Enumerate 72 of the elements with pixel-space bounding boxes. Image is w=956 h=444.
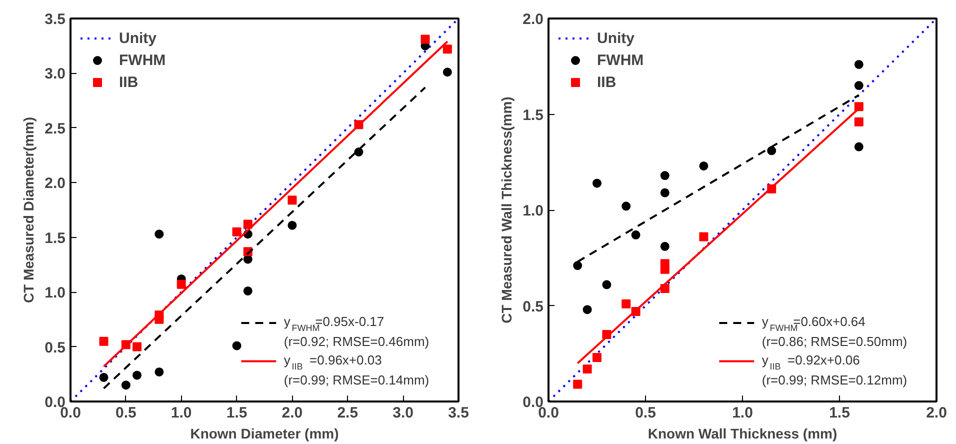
legend-label: Unity (119, 30, 156, 46)
legend-label: IIB (119, 74, 139, 90)
point (154, 230, 164, 239)
point (592, 352, 602, 362)
y-tick-label: 1.0 (44, 284, 66, 302)
point (767, 146, 776, 156)
x-axis-title: Known Diameter (mm) (190, 426, 339, 442)
point (176, 280, 186, 289)
y-tick-label: 0.5 (44, 339, 66, 356)
x-tick-label: 0.5 (635, 404, 656, 422)
point (699, 161, 708, 170)
point (622, 299, 631, 308)
point (442, 68, 452, 77)
x-tick-label: 3.0 (392, 404, 414, 422)
y-axis-title: CT Measured Diameter(mm) (20, 117, 37, 303)
point (854, 81, 864, 90)
point (854, 102, 864, 112)
y-tick-label: 1.5 (522, 106, 544, 124)
point (573, 261, 582, 270)
y-tick-label: 0.5 (522, 298, 544, 316)
point (573, 380, 582, 389)
point (232, 341, 242, 350)
legend-label: IIB (597, 74, 617, 90)
x-tick-label: 3.5 (448, 404, 469, 422)
point (243, 220, 252, 229)
point (154, 367, 164, 376)
legend-label: FWHM (119, 52, 166, 68)
point (132, 370, 142, 380)
y-tick-label: 3.0 (44, 66, 66, 83)
x-tick-label: 2.0 (282, 404, 303, 422)
point (582, 305, 592, 314)
y-tick-label: 2.0 (522, 11, 544, 28)
y-tick-label: 3.5 (44, 11, 66, 28)
y-tick-label: 2.5 (44, 120, 66, 138)
y-tick-label: 1.0 (522, 202, 544, 220)
point (582, 364, 592, 374)
x-tick-label: 1.0 (170, 404, 192, 422)
x-tick-label: 1.0 (732, 404, 753, 422)
y-tick-label: 1.5 (44, 230, 66, 247)
point (660, 171, 670, 180)
point (660, 242, 670, 251)
point (354, 148, 364, 156)
point (699, 232, 708, 242)
point (288, 220, 297, 230)
y-axis-title: CT Measured Wall Thickness(mm) (498, 96, 515, 324)
point (631, 230, 640, 240)
point (660, 259, 670, 268)
point (132, 342, 142, 352)
point (420, 34, 430, 44)
point (622, 202, 631, 211)
point (854, 117, 864, 126)
point (232, 227, 242, 236)
legend-label: Unity (597, 30, 634, 46)
x-tick-label: 2.5 (337, 404, 358, 422)
x-tick-label: 1.5 (829, 404, 850, 422)
point (854, 142, 864, 152)
legend-label: FWHM (597, 52, 644, 68)
point (602, 280, 612, 290)
point (442, 44, 452, 54)
point (288, 196, 297, 205)
x-axis-title: Known Wall Thickness (mm) (648, 426, 838, 442)
point (99, 336, 108, 346)
y-tick-label: 2.0 (44, 175, 66, 192)
point (99, 372, 108, 382)
x-tick-label: 0.5 (116, 404, 136, 422)
point (121, 380, 130, 390)
point (660, 188, 670, 198)
x-tick-label: 1.5 (226, 404, 248, 422)
point (243, 286, 252, 296)
point (592, 178, 602, 188)
point (854, 60, 864, 69)
x-tick-label: 2.0 (926, 404, 947, 422)
